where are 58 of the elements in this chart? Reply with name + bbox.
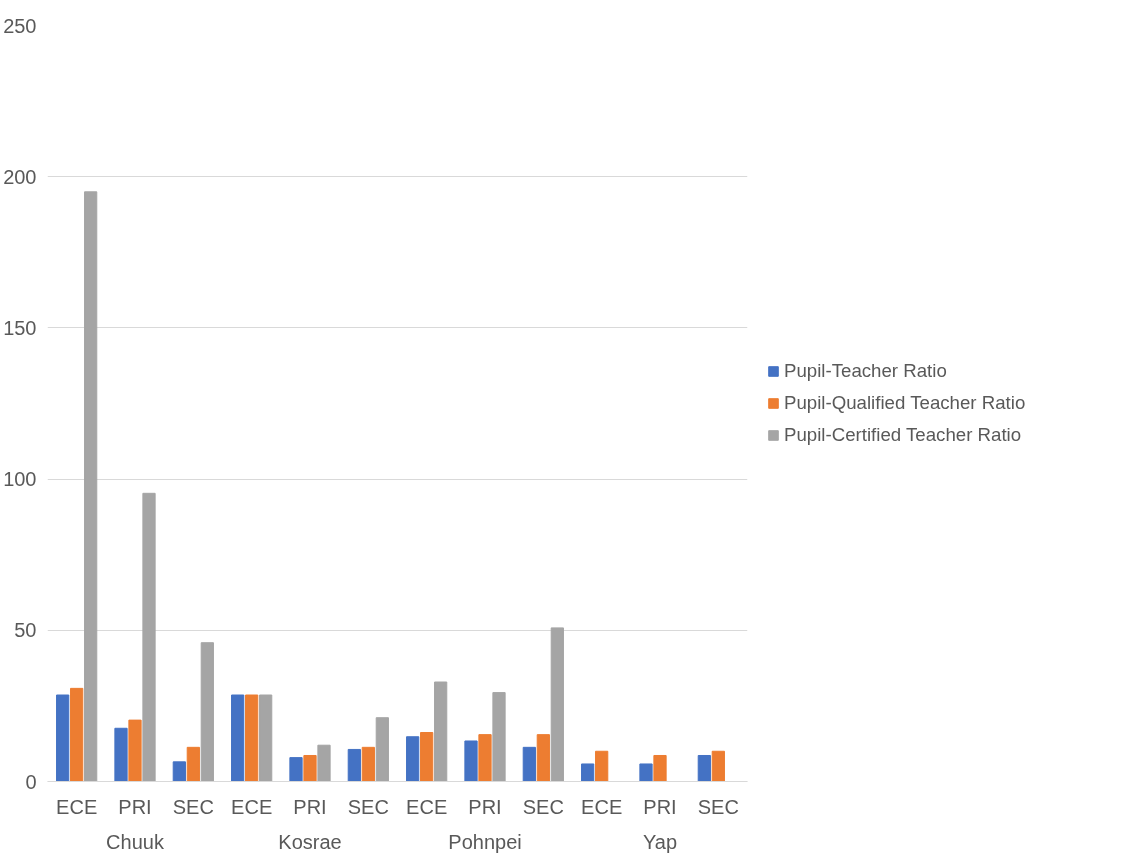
bar xyxy=(142,492,156,782)
bar xyxy=(172,761,186,782)
x-tick-label: PRI xyxy=(643,795,677,818)
x-tick-label: SEC xyxy=(522,795,564,818)
x-tick-label: PRI xyxy=(468,795,502,818)
bar xyxy=(114,727,128,782)
y-tick-label: 150 xyxy=(3,316,37,339)
x-tick-label: ECE xyxy=(581,795,623,818)
legend-label: Pupil-Teacher Ratio xyxy=(784,360,947,382)
y-tick-label: 200 xyxy=(3,165,37,188)
bar xyxy=(550,627,564,782)
bar xyxy=(464,740,478,782)
bar xyxy=(56,694,70,782)
y-tick-label: 250 xyxy=(3,14,37,37)
bar xyxy=(478,734,492,782)
x-tick-label: ECE xyxy=(231,795,273,818)
x-tick-label: PRI xyxy=(118,795,152,818)
legend-label: Pupil-Certified Teacher Ratio xyxy=(784,424,1022,446)
bar xyxy=(492,692,506,782)
bar xyxy=(317,744,331,782)
bar xyxy=(231,694,245,782)
y-tick-label: 0 xyxy=(25,770,37,793)
bar xyxy=(186,746,200,782)
bar xyxy=(70,687,84,782)
bar xyxy=(536,734,550,782)
bar xyxy=(375,717,389,782)
bar xyxy=(259,694,273,782)
bar xyxy=(595,750,609,782)
bar xyxy=(581,763,595,782)
bar xyxy=(245,694,259,782)
y-tick-label: 100 xyxy=(3,468,37,491)
bar xyxy=(303,754,317,782)
bar xyxy=(84,191,98,782)
bar xyxy=(128,719,142,782)
x-tick-label: SEC xyxy=(172,795,214,818)
bar xyxy=(347,748,361,782)
text: Kosrae xyxy=(278,830,342,853)
bar xyxy=(361,746,375,782)
bar xyxy=(522,746,536,782)
x-tick-label: PRI xyxy=(293,795,327,818)
bar xyxy=(653,754,667,782)
text: Yap xyxy=(642,830,678,853)
bar xyxy=(200,642,214,782)
x-tick-label: ECE xyxy=(406,795,448,818)
bar xyxy=(697,754,711,782)
bar xyxy=(711,750,725,782)
x-tick-label: SEC xyxy=(697,795,739,818)
bar xyxy=(434,681,448,782)
y-tick-label: 50 xyxy=(14,619,37,642)
x-tick-label: ECE xyxy=(56,795,98,818)
bar xyxy=(639,763,653,782)
x-tick-label: SEC xyxy=(347,795,389,818)
legend-label: Pupil-Qualified Teacher Ratio xyxy=(784,392,1026,414)
text: Pohnpei xyxy=(448,830,522,853)
text: Chuuk xyxy=(106,830,165,853)
bar xyxy=(289,757,303,782)
bar xyxy=(406,736,420,782)
bar xyxy=(420,732,434,782)
